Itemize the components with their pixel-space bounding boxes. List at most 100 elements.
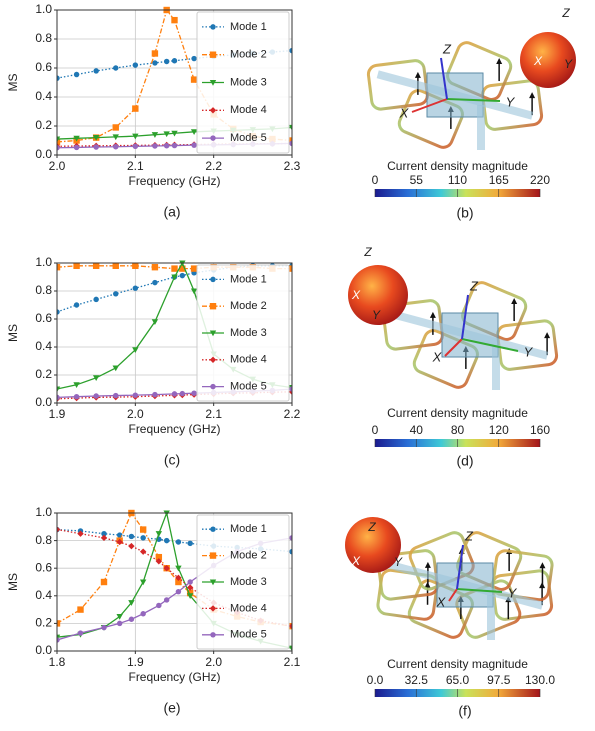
sphere-axis-label: Z xyxy=(363,245,372,259)
sphere-axis-label: X xyxy=(351,554,361,568)
legend-label: Mode 5 xyxy=(230,132,267,144)
marker xyxy=(186,584,194,591)
marker xyxy=(155,531,163,537)
y-tick-label: 1.0 xyxy=(35,2,52,16)
marker xyxy=(116,620,123,627)
sphere-axis-label: Z xyxy=(367,520,376,534)
marker xyxy=(73,393,80,400)
legend-label: Mode 4 xyxy=(230,354,267,366)
x-tick-label: 2.1 xyxy=(284,655,301,669)
marker xyxy=(151,132,159,138)
marker xyxy=(92,375,100,381)
feed-rod xyxy=(386,560,544,610)
y-axis-title: MS xyxy=(6,573,20,591)
x-tick-label: 1.9 xyxy=(49,407,66,421)
marker xyxy=(93,296,99,303)
marker xyxy=(116,613,123,620)
pattern-sphere xyxy=(345,517,401,573)
marker xyxy=(152,391,158,398)
sphere-axis-label: Y xyxy=(564,57,573,71)
legend: Mode 1 Mode 2 Mode 3 Mode 4 Mode 5 xyxy=(196,11,290,154)
arrow-head xyxy=(529,92,536,99)
x-axis-title: Frequency (GHz) xyxy=(128,422,220,436)
y-tick-label: 0.6 xyxy=(35,311,52,325)
legend-label: Mode 1 xyxy=(230,21,267,33)
legend-label: Mode 4 xyxy=(230,602,267,614)
axis-y xyxy=(456,588,503,593)
axis-z xyxy=(440,57,448,100)
y-tick-label: 0.0 xyxy=(35,147,52,161)
colorbar-tick-label: 97.5 xyxy=(487,673,511,687)
marker xyxy=(171,391,178,397)
x-tick-label: 1.9 xyxy=(127,655,144,669)
series-line xyxy=(57,528,292,627)
marker xyxy=(186,589,194,597)
marker xyxy=(113,392,119,399)
marker xyxy=(73,71,80,78)
marker xyxy=(73,382,80,388)
marker xyxy=(288,622,292,630)
marker xyxy=(171,16,178,24)
y-tick-label: 0.4 xyxy=(35,339,52,353)
marker xyxy=(163,143,170,149)
colorbar-tick-label: 160 xyxy=(530,423,550,437)
legend-box xyxy=(196,514,290,650)
y-axis-title: MS xyxy=(6,324,20,342)
pattern-sphere xyxy=(520,32,576,88)
marker xyxy=(209,605,217,612)
x-tick-label: 2.0 xyxy=(127,407,144,421)
colorbar-tick-label: 32.5 xyxy=(405,673,429,687)
series-line xyxy=(57,265,292,313)
marker xyxy=(155,558,163,565)
marker xyxy=(209,107,217,114)
marker xyxy=(77,530,84,537)
legend: Mode 1 Mode 2 Mode 3 Mode 4 Mode 5 xyxy=(196,264,290,402)
y-axis-title: MS xyxy=(6,74,20,92)
marker xyxy=(210,24,216,30)
panel-label: (f) xyxy=(458,703,471,719)
marker xyxy=(190,76,198,83)
marker xyxy=(139,526,147,533)
marker xyxy=(113,291,119,297)
axis-x xyxy=(448,588,458,602)
axis-label: X xyxy=(436,594,447,609)
marker xyxy=(155,553,163,561)
marker xyxy=(77,606,84,613)
marker xyxy=(190,288,198,295)
marker xyxy=(57,264,61,271)
x-axis-title: Frequency (GHz) xyxy=(128,670,220,684)
marker xyxy=(57,75,60,81)
marker xyxy=(132,143,139,150)
marker xyxy=(152,279,158,286)
legend-label: Mode 2 xyxy=(230,550,267,562)
marker xyxy=(179,272,186,279)
marker xyxy=(112,134,119,141)
marker xyxy=(93,393,99,399)
marker xyxy=(57,136,61,143)
marker xyxy=(132,62,139,68)
marker xyxy=(101,624,107,631)
marker xyxy=(132,262,139,269)
axis-z xyxy=(456,544,464,590)
marker xyxy=(163,565,170,572)
marker xyxy=(175,578,182,586)
colorbar-tick-label: 40 xyxy=(410,423,424,437)
panel-label: (e) xyxy=(163,700,180,716)
arrow-head xyxy=(539,562,546,569)
marker xyxy=(210,276,216,283)
marker xyxy=(139,548,147,555)
feed-post xyxy=(492,345,500,390)
marker xyxy=(73,302,80,308)
colorbar-tick-label: 165 xyxy=(489,173,509,187)
marker xyxy=(210,526,216,532)
legend-label: Mode 2 xyxy=(230,300,267,312)
axis-x xyxy=(411,98,448,113)
marker xyxy=(152,60,158,66)
pattern-sphere xyxy=(348,265,408,325)
panel-label: (b) xyxy=(456,205,473,221)
legend-label: Mode 3 xyxy=(230,327,267,339)
marker xyxy=(187,540,193,547)
marker xyxy=(288,124,292,131)
antenna-render xyxy=(381,281,559,390)
marker xyxy=(57,138,61,146)
